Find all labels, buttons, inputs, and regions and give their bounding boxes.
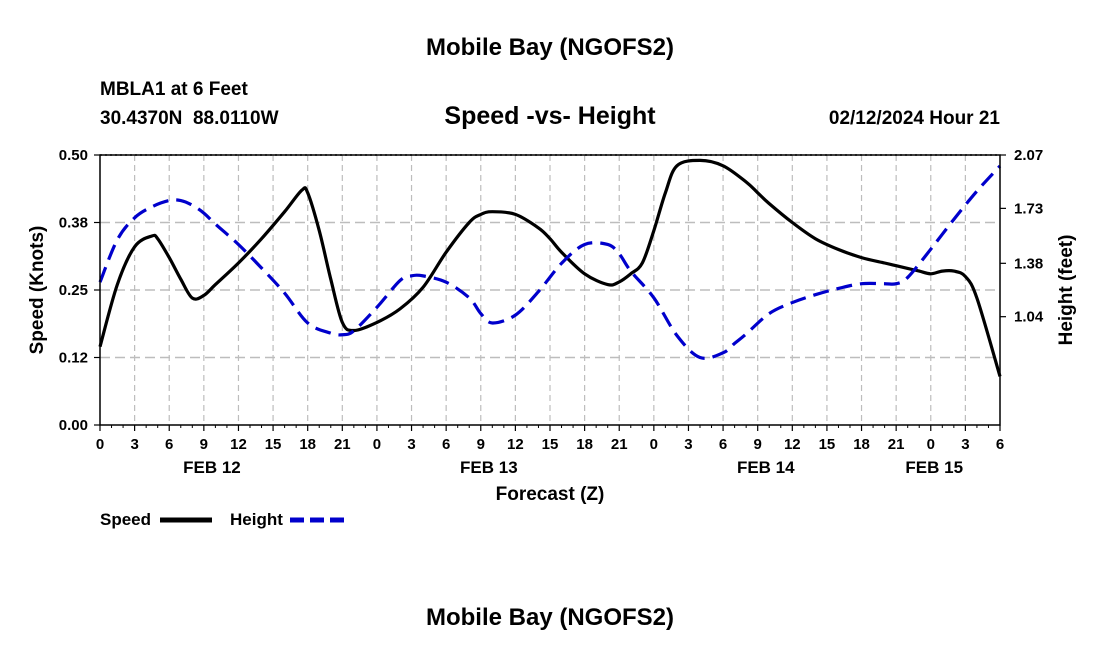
- legend-speed-label: Speed: [100, 510, 151, 529]
- x-tick-label: 12: [507, 436, 524, 453]
- x-tick-label: 3: [407, 436, 415, 453]
- plot-frame: [99, 154, 1001, 426]
- height-series-line: [98, 164, 1002, 360]
- legend-height-label: Height: [230, 510, 283, 529]
- station-coords: 30.4370N 88.0110W: [100, 108, 279, 129]
- x-tick-label: 15: [542, 436, 559, 453]
- x-tick-label: 0: [96, 436, 104, 453]
- x-tick-label: 9: [477, 436, 485, 453]
- y2-tick-label: 1.04: [1014, 309, 1044, 326]
- x-tick-label: 6: [996, 436, 1004, 453]
- x-tick-label: 12: [230, 436, 247, 453]
- x-axis-label: Forecast (Z): [496, 484, 605, 505]
- y2-axis-label: Height (feet): [1056, 235, 1077, 346]
- y-tick-label: 0.00: [59, 417, 88, 434]
- station-name: MBLA1 at 6 Feet: [100, 79, 248, 100]
- x-tick-label: 6: [719, 436, 727, 453]
- x-tick-label: 6: [165, 436, 173, 453]
- x-tick-label: 15: [265, 436, 282, 453]
- y-tick-label: 0.38: [59, 215, 88, 232]
- x-tick-label: 6: [442, 436, 450, 453]
- y2-tick-label: 2.07: [1014, 147, 1043, 164]
- x-tick-label: 21: [334, 436, 351, 453]
- x-tick-label: 0: [373, 436, 381, 453]
- page-title: Mobile Bay (NGOFS2): [426, 34, 674, 61]
- axis-ticks: 0 3 6 9 12 15 18 21 0 3 6 9 12 15 18 21 0 3 6 9 12 15 18 21 0 3 6F…: [59, 147, 1044, 477]
- x-tick-label: 21: [888, 436, 905, 453]
- x-tick-label: 0: [927, 436, 935, 453]
- x-tick-label: 9: [200, 436, 208, 453]
- forecast-stamp: 02/12/2024 Hour 21: [829, 108, 1001, 129]
- y2-tick-label: 1.38: [1014, 255, 1043, 272]
- x-tick-label: 3: [130, 436, 138, 453]
- date-label: FEB 12: [183, 458, 241, 477]
- grid-lines: [100, 154, 1000, 425]
- y-axis-label: Speed (Knots): [27, 226, 48, 355]
- y2-tick-label: 1.73: [1014, 200, 1043, 217]
- x-tick-label: 3: [684, 436, 692, 453]
- x-tick-label: 3: [961, 436, 969, 453]
- y-tick-label: 0.50: [59, 147, 88, 164]
- x-tick-label: 15: [819, 436, 836, 453]
- x-tick-label: 0: [650, 436, 658, 453]
- page-title-repeat: Mobile Bay (NGOFS2): [426, 604, 674, 631]
- x-tick-label: 18: [853, 436, 870, 453]
- speed-series-line: [98, 158, 1002, 377]
- x-tick-label: 12: [784, 436, 801, 453]
- date-label: FEB 13: [460, 458, 518, 477]
- x-tick-label: 9: [754, 436, 762, 453]
- date-label: FEB 15: [905, 458, 963, 477]
- x-tick-label: 18: [299, 436, 316, 453]
- x-tick-label: 21: [611, 436, 628, 453]
- x-tick-label: 18: [576, 436, 593, 453]
- chart-title: Speed -vs- Height: [444, 102, 656, 130]
- series-lines: [98, 158, 1002, 377]
- y-tick-label: 0.25: [59, 282, 88, 299]
- legend: Speed Height: [100, 510, 344, 529]
- y-tick-label: 0.12: [59, 350, 88, 367]
- date-label: FEB 14: [737, 458, 795, 477]
